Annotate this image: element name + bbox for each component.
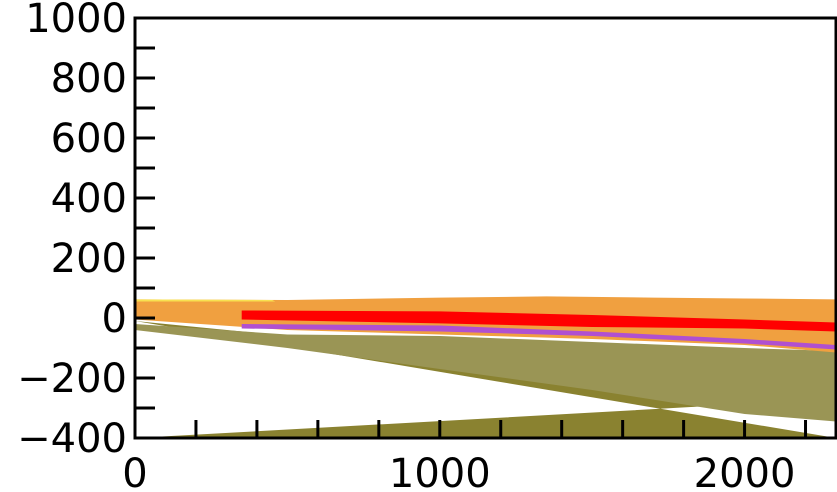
y-tick-label: −400 (17, 416, 127, 462)
y-tick-label: −200 (17, 356, 127, 402)
layer-area-1 (135, 324, 836, 422)
x-tick-label: 1000 (389, 451, 491, 492)
y-tick-label: 1000 (25, 0, 127, 42)
y-tick-label: 600 (51, 116, 127, 162)
layer-area-5 (241, 310, 836, 332)
y-tick-label: 0 (102, 296, 127, 342)
y-tick-label: 200 (51, 236, 127, 282)
tick-label-group: −400 −200 0 200 400 600 800 1000 0 1000 2000 (17, 0, 795, 492)
layer-area-3 (135, 299, 276, 302)
y-tick-label: 400 (51, 176, 127, 222)
layer-group (135, 296, 836, 438)
x-tick-label: 0 (122, 451, 147, 492)
y-tick-label: 800 (51, 56, 127, 102)
layer-area-4 (241, 324, 836, 350)
x-tick-label: 2000 (694, 451, 796, 492)
tick-group (133, 16, 808, 440)
